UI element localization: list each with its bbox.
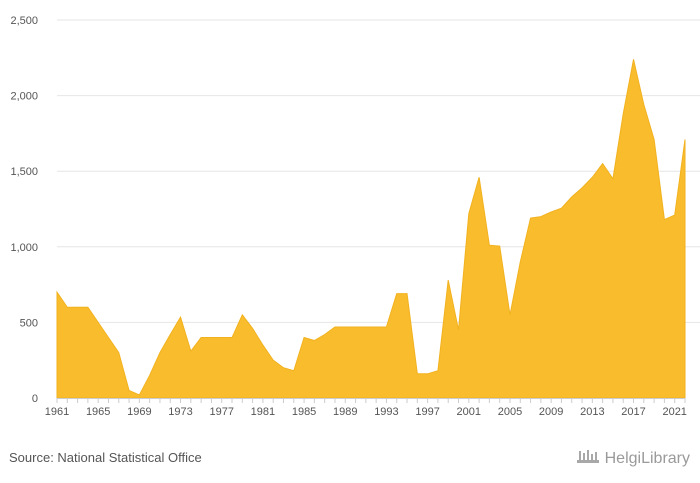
x-tick-label: 1997	[415, 406, 439, 418]
x-tick-label: 1989	[333, 406, 357, 418]
area-chart: 0 500 1,000 1,500 2,000 2,500 1961 1965 1969 197…	[10, 15, 700, 418]
x-tick-label: 1969	[127, 406, 151, 418]
y-axis: 0 500 1,000 1,500 2,000 2,500	[10, 15, 38, 405]
brand-logo[interactable]: HelgiLibrary	[575, 447, 690, 470]
y-tick-label: 0	[32, 393, 38, 405]
x-tick-label: 1985	[292, 406, 316, 418]
x-tick-label: 1973	[168, 406, 192, 418]
y-tick-label: 1,000	[10, 242, 38, 254]
library-logo-icon	[575, 447, 601, 470]
x-axis: 1961 1965 1969 1973 1977 1981 1985 1989 1993 1997…	[45, 398, 687, 418]
x-tick-label: 2017	[621, 406, 645, 418]
x-tick-label: 2005	[498, 406, 522, 418]
source-note: Source: National Statistical Office	[9, 450, 202, 465]
logo-text: HelgiLibrary	[604, 449, 690, 467]
y-tick-label: 500	[20, 317, 38, 329]
y-tick-label: 2,500	[10, 15, 38, 27]
area-series	[56, 59, 686, 399]
x-tick-label: 2001	[457, 406, 481, 418]
x-tick-label: 1965	[86, 406, 110, 418]
x-tick-label: 2021	[662, 406, 686, 418]
x-tick-label: 2013	[580, 406, 604, 418]
y-tick-label: 1,500	[10, 166, 38, 178]
y-tick-label: 2,000	[10, 91, 38, 103]
x-tick-label: 1961	[45, 406, 69, 418]
x-tick-label: 1977	[209, 406, 233, 418]
x-tick-label: 2009	[539, 406, 563, 418]
area-fill	[56, 59, 686, 399]
x-tick-label: 1993	[374, 406, 398, 418]
x-tick-label: 1981	[251, 406, 275, 418]
